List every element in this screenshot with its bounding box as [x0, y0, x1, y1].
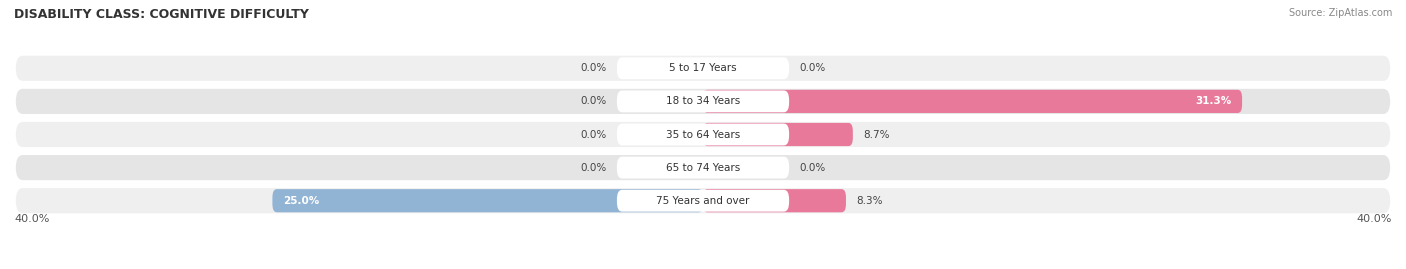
- Text: 40.0%: 40.0%: [14, 214, 49, 224]
- Text: 18 to 34 Years: 18 to 34 Years: [666, 96, 740, 107]
- FancyBboxPatch shape: [617, 157, 789, 179]
- Text: DISABILITY CLASS: COGNITIVE DIFFICULTY: DISABILITY CLASS: COGNITIVE DIFFICULTY: [14, 8, 309, 21]
- Text: 8.7%: 8.7%: [863, 129, 890, 140]
- Text: 8.3%: 8.3%: [856, 196, 883, 206]
- FancyBboxPatch shape: [15, 89, 1391, 114]
- FancyBboxPatch shape: [617, 57, 789, 79]
- Text: 0.0%: 0.0%: [581, 162, 606, 173]
- Text: 75 Years and over: 75 Years and over: [657, 196, 749, 206]
- FancyBboxPatch shape: [15, 56, 1391, 81]
- FancyBboxPatch shape: [15, 122, 1391, 147]
- Text: 25.0%: 25.0%: [283, 196, 319, 206]
- FancyBboxPatch shape: [15, 155, 1391, 180]
- FancyBboxPatch shape: [617, 90, 789, 112]
- FancyBboxPatch shape: [273, 189, 703, 212]
- Text: Source: ZipAtlas.com: Source: ZipAtlas.com: [1288, 8, 1392, 18]
- Text: 0.0%: 0.0%: [581, 96, 606, 107]
- FancyBboxPatch shape: [617, 123, 789, 146]
- Text: 65 to 74 Years: 65 to 74 Years: [666, 162, 740, 173]
- Text: 35 to 64 Years: 35 to 64 Years: [666, 129, 740, 140]
- FancyBboxPatch shape: [15, 188, 1391, 213]
- Text: 31.3%: 31.3%: [1195, 96, 1232, 107]
- FancyBboxPatch shape: [617, 190, 789, 212]
- FancyBboxPatch shape: [703, 189, 846, 212]
- FancyBboxPatch shape: [703, 123, 853, 146]
- Text: 40.0%: 40.0%: [1357, 214, 1392, 224]
- Text: 5 to 17 Years: 5 to 17 Years: [669, 63, 737, 73]
- FancyBboxPatch shape: [703, 90, 1241, 113]
- Text: 0.0%: 0.0%: [800, 63, 825, 73]
- Text: 0.0%: 0.0%: [581, 63, 606, 73]
- Text: 0.0%: 0.0%: [581, 129, 606, 140]
- Text: 0.0%: 0.0%: [800, 162, 825, 173]
